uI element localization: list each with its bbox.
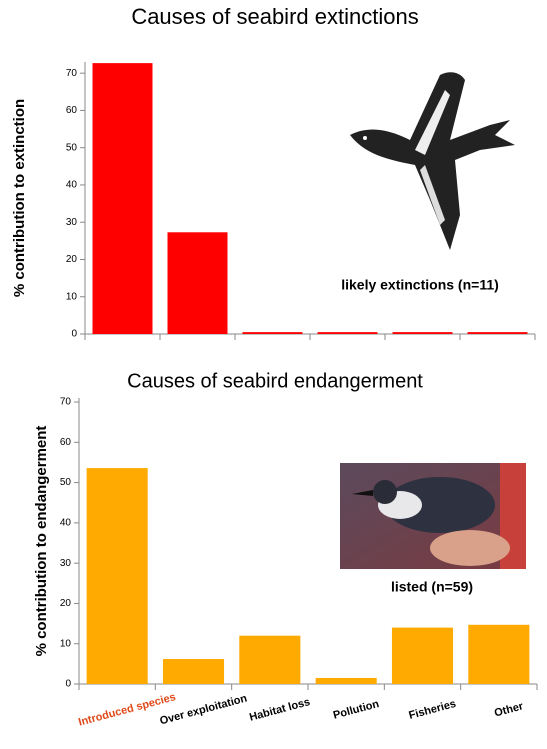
bar bbox=[168, 232, 228, 334]
y-tick-label: 70 bbox=[66, 68, 78, 79]
bar bbox=[93, 63, 153, 334]
y-tick-label: 30 bbox=[66, 217, 78, 228]
y-tick-label: 50 bbox=[60, 477, 72, 488]
bar bbox=[239, 636, 300, 684]
bar bbox=[468, 625, 529, 684]
y-axis-label: % contribution to extinction bbox=[11, 99, 28, 297]
x-tick-label: Habitat loss bbox=[248, 696, 311, 724]
page: Causes of seabird extinctions % contribut… bbox=[0, 0, 547, 749]
bird-photo bbox=[340, 463, 526, 569]
bar bbox=[316, 678, 377, 684]
bar bbox=[468, 332, 528, 334]
annotation: likely extinctions (n=11) bbox=[341, 277, 499, 293]
y-tick-label: 60 bbox=[66, 105, 78, 116]
x-tick-label: Pollution bbox=[332, 698, 381, 722]
bar bbox=[243, 332, 303, 334]
y-tick-label: 10 bbox=[66, 291, 78, 302]
y-axis-label: % contribution to endangerment bbox=[33, 426, 50, 657]
y-tick-label: 70 bbox=[60, 397, 72, 408]
x-tick-label: Fisheries bbox=[408, 698, 458, 722]
annotation: listed (n=59) bbox=[391, 579, 473, 595]
bar bbox=[318, 332, 378, 334]
y-tick-label: 20 bbox=[60, 598, 72, 609]
y-tick-label: 30 bbox=[60, 558, 72, 569]
chart-title: Causes of seabird endangerment bbox=[127, 370, 423, 392]
y-tick-label: 50 bbox=[66, 142, 78, 153]
y-tick-label: 40 bbox=[60, 518, 72, 529]
y-tick-label: 60 bbox=[60, 437, 72, 448]
bar bbox=[392, 628, 453, 684]
bird-illustration bbox=[350, 72, 515, 250]
x-tick-label: Other bbox=[493, 700, 525, 719]
y-tick-label: 0 bbox=[65, 679, 71, 690]
y-tick-label: 20 bbox=[66, 254, 78, 265]
bar bbox=[163, 659, 224, 684]
bar bbox=[393, 332, 453, 334]
bar bbox=[87, 468, 148, 684]
y-tick-label: 40 bbox=[66, 180, 78, 191]
y-tick-label: 10 bbox=[60, 638, 72, 649]
chart-title: Causes of seabird extinctions bbox=[131, 4, 418, 29]
y-tick-label: 0 bbox=[71, 329, 77, 340]
